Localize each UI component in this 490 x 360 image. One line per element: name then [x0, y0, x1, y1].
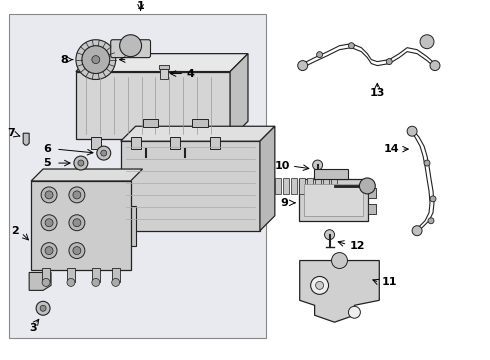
- Circle shape: [36, 301, 50, 315]
- Text: 6: 6: [43, 144, 51, 154]
- Bar: [322, 178, 329, 194]
- Bar: [42, 269, 50, 282]
- Circle shape: [73, 247, 81, 255]
- Bar: [159, 64, 170, 68]
- Circle shape: [92, 278, 100, 287]
- Circle shape: [41, 215, 57, 231]
- Text: 3: 3: [29, 323, 37, 333]
- Circle shape: [420, 35, 434, 49]
- Circle shape: [424, 160, 430, 166]
- Bar: [143, 119, 158, 127]
- Circle shape: [74, 156, 88, 170]
- Polygon shape: [31, 169, 143, 181]
- Bar: [160, 68, 169, 78]
- Circle shape: [348, 306, 360, 318]
- Bar: [210, 137, 220, 149]
- Polygon shape: [76, 54, 248, 72]
- Bar: [92, 269, 100, 282]
- Circle shape: [73, 191, 81, 199]
- Bar: [275, 178, 281, 194]
- Circle shape: [41, 187, 57, 203]
- Bar: [368, 188, 376, 198]
- Bar: [331, 178, 337, 194]
- Text: 12: 12: [349, 240, 365, 251]
- Circle shape: [430, 196, 436, 202]
- Circle shape: [69, 243, 85, 258]
- Circle shape: [69, 187, 85, 203]
- Circle shape: [92, 56, 100, 64]
- Circle shape: [313, 160, 322, 170]
- Circle shape: [359, 178, 375, 194]
- Polygon shape: [300, 261, 379, 322]
- Bar: [314, 169, 348, 179]
- Circle shape: [317, 51, 322, 58]
- Circle shape: [45, 191, 53, 199]
- Polygon shape: [121, 126, 275, 141]
- Bar: [299, 178, 305, 194]
- Polygon shape: [29, 273, 51, 291]
- Circle shape: [412, 226, 422, 236]
- Circle shape: [82, 46, 110, 73]
- Circle shape: [41, 243, 57, 258]
- Circle shape: [45, 219, 53, 227]
- Bar: [121, 141, 260, 231]
- Polygon shape: [230, 54, 248, 139]
- Bar: [131, 137, 141, 149]
- Circle shape: [45, 247, 53, 255]
- Bar: [91, 137, 101, 149]
- Polygon shape: [116, 206, 136, 246]
- Bar: [299, 179, 368, 221]
- Circle shape: [42, 278, 50, 287]
- Bar: [67, 269, 75, 282]
- Circle shape: [69, 215, 85, 231]
- Bar: [307, 178, 313, 194]
- Bar: [192, 119, 208, 127]
- Circle shape: [386, 59, 392, 64]
- Circle shape: [120, 35, 142, 57]
- Circle shape: [76, 40, 116, 80]
- Circle shape: [112, 278, 120, 287]
- Text: 9: 9: [280, 198, 288, 208]
- Text: 2: 2: [11, 226, 19, 236]
- Bar: [368, 204, 376, 214]
- Bar: [9, 14, 266, 338]
- Bar: [315, 178, 320, 194]
- Bar: [171, 137, 180, 149]
- Bar: [31, 181, 131, 270]
- Text: 4: 4: [186, 68, 194, 78]
- Circle shape: [67, 278, 75, 287]
- Bar: [76, 72, 230, 139]
- Circle shape: [78, 160, 84, 166]
- FancyBboxPatch shape: [111, 40, 150, 58]
- Circle shape: [428, 218, 434, 224]
- Bar: [112, 269, 120, 282]
- Circle shape: [73, 219, 81, 227]
- Circle shape: [316, 282, 323, 289]
- Text: 14: 14: [384, 144, 399, 154]
- Circle shape: [298, 60, 308, 71]
- Text: 11: 11: [381, 278, 397, 287]
- Polygon shape: [23, 133, 29, 145]
- Circle shape: [40, 305, 46, 311]
- Circle shape: [332, 253, 347, 269]
- Circle shape: [311, 276, 329, 294]
- Circle shape: [348, 43, 354, 49]
- Circle shape: [101, 150, 107, 156]
- Circle shape: [97, 146, 111, 160]
- Polygon shape: [260, 126, 275, 231]
- Circle shape: [324, 230, 335, 240]
- Circle shape: [430, 60, 440, 71]
- Text: 13: 13: [369, 89, 385, 98]
- Text: 7: 7: [7, 128, 15, 138]
- Text: 10: 10: [274, 161, 290, 171]
- Circle shape: [407, 126, 417, 136]
- Bar: [291, 178, 297, 194]
- Text: 8: 8: [60, 55, 68, 64]
- Text: 5: 5: [44, 158, 51, 168]
- Text: 1: 1: [137, 1, 145, 11]
- Bar: [304, 184, 364, 216]
- Bar: [283, 178, 289, 194]
